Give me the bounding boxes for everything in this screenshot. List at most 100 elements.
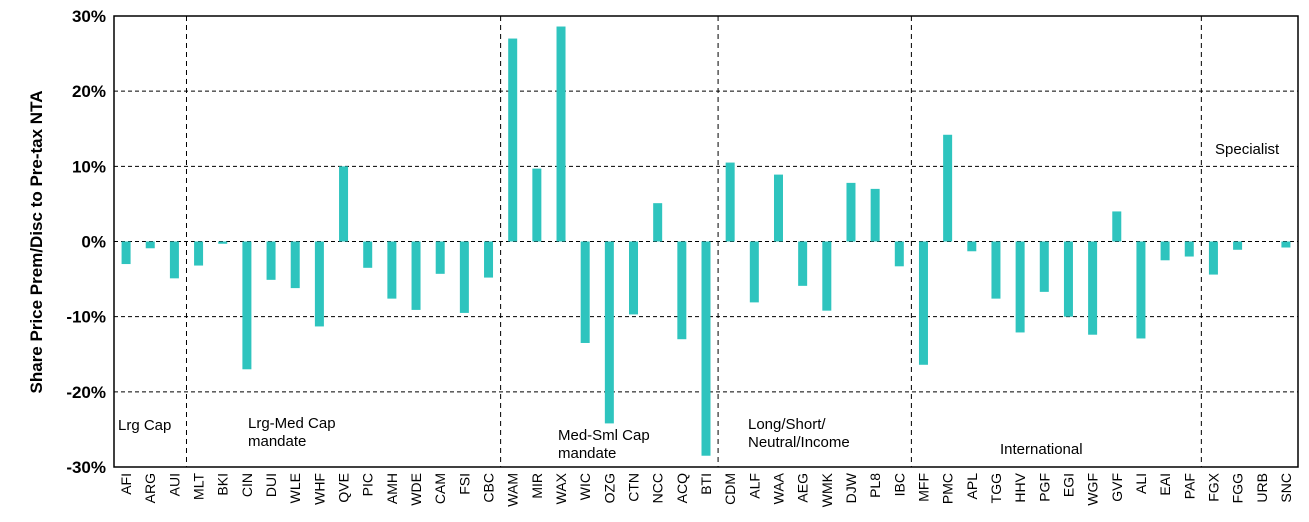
bar-fsi <box>459 241 469 313</box>
y-tick-label: 30% <box>72 7 106 26</box>
bar-wmk <box>822 241 832 311</box>
x-tick-label: EAI <box>1157 473 1173 496</box>
bar-aui <box>169 241 179 279</box>
bar-wax <box>556 26 566 242</box>
x-tick-label: CAM <box>432 473 448 504</box>
group-label: Long/Short/Neutral/Income <box>748 416 850 451</box>
bar-egi <box>1063 241 1073 317</box>
y-tick-label: 20% <box>72 82 106 101</box>
bar-ozg <box>604 241 614 424</box>
bar-dui <box>266 241 276 280</box>
x-tick-label: FGX <box>1205 472 1221 501</box>
bar-wle <box>290 241 300 289</box>
bar-hhv <box>1015 241 1025 333</box>
x-tick-label: WDE <box>408 473 424 506</box>
x-tick-label: ALF <box>746 473 762 499</box>
x-tick-label: WAA <box>770 472 786 504</box>
group-dividers <box>185 16 1202 467</box>
x-tick-label: HHV <box>1012 472 1028 502</box>
bar-ali <box>1136 241 1146 339</box>
bar-bti <box>701 241 711 456</box>
bar-eai <box>1160 241 1170 261</box>
bar-cam <box>435 241 445 274</box>
bar-cdm <box>725 162 735 242</box>
x-tick-label: ACQ <box>674 473 690 503</box>
x-tick-label: AFI <box>118 473 134 495</box>
bar-whf <box>314 241 324 327</box>
x-tick-label: WGF <box>1085 473 1101 506</box>
bar-arg <box>145 241 155 249</box>
bar-fgx <box>1208 241 1218 275</box>
bar-wgf <box>1088 241 1098 335</box>
x-tick-label: BTI <box>698 473 714 495</box>
x-tick-label: WHF <box>311 473 327 505</box>
group-label: Lrg Cap <box>118 417 171 434</box>
x-tick-label: CDM <box>722 473 738 505</box>
bar-acq <box>677 241 687 340</box>
group-label: Lrg-Med Cap mandate <box>248 415 336 450</box>
x-tick-label: WAM <box>505 473 521 507</box>
group-label: International <box>1000 441 1083 458</box>
x-tick-label: QVE <box>336 473 352 503</box>
x-tick-label: PL8 <box>867 473 883 498</box>
x-tick-label: AUI <box>166 473 182 496</box>
x-tick-label: NCC <box>650 473 666 503</box>
bars <box>121 26 1291 456</box>
bar-paf <box>1184 241 1194 257</box>
bar-pgf <box>1039 241 1049 292</box>
bar-mir <box>532 168 542 242</box>
y-tick-label: -30% <box>66 458 106 477</box>
bar-aeg <box>798 241 808 286</box>
x-tick-label: BKI <box>215 473 231 496</box>
x-tick-label: ARG <box>142 473 158 503</box>
bar-wic <box>580 241 590 343</box>
bar-alf <box>749 241 759 303</box>
x-tick-label: GVF <box>1109 473 1125 502</box>
bar-apl <box>967 241 977 252</box>
bar-cin <box>242 241 252 370</box>
x-tick-label: PGF <box>1036 473 1052 502</box>
bar-mff <box>918 241 928 365</box>
bar-afi <box>121 241 131 265</box>
x-tick-label: IBC <box>891 473 907 496</box>
bar-djw <box>846 182 856 242</box>
group-label: Med-Sml Cap mandate <box>558 427 650 462</box>
y-tick-label: 0% <box>81 233 106 252</box>
bar-amh <box>387 241 397 299</box>
x-tick-label: DJW <box>843 472 859 503</box>
x-tick-label: CIN <box>239 473 255 497</box>
x-tick-label: URB <box>1254 473 1270 503</box>
x-tick-label: DUI <box>263 473 279 497</box>
bar-tgg <box>991 241 1001 299</box>
x-tick-label: AMH <box>384 473 400 504</box>
y-tick-labels: 30% 20% 10% 0% -10% -20% -30% <box>66 7 106 477</box>
x-tick-label: OZG <box>601 473 617 503</box>
y-tick-label: 10% <box>72 157 106 176</box>
bar-ctn <box>629 241 639 315</box>
y-tick-label: -20% <box>66 383 106 402</box>
x-tick-label: MIR <box>529 473 545 499</box>
x-tick-label: WIC <box>577 473 593 500</box>
bar-pmc <box>943 134 953 242</box>
x-tick-labels: AFI ARG AUI MLT BKI CIN DUI WLE WHF QVE PIC AMH WDE C… <box>118 472 1294 507</box>
group-labels: Lrg Cap Lrg-Med Cap mandate Med-Sml Cap mand… <box>118 141 1280 462</box>
x-tick-label: APL <box>964 473 980 500</box>
x-tick-label: CBC <box>481 473 497 503</box>
x-tick-label: WLE <box>287 473 303 503</box>
bar-waa <box>773 174 783 242</box>
x-tick-label: EGI <box>1060 473 1076 497</box>
group-label: Specialist <box>1215 141 1280 158</box>
x-tick-label: PMC <box>940 473 956 504</box>
bar-wam <box>508 38 518 242</box>
x-tick-label: ALI <box>1133 473 1149 494</box>
bar-pl8 <box>870 188 880 242</box>
bar-snc <box>1281 241 1291 248</box>
x-tick-label: AEG <box>795 473 811 503</box>
bar-pic <box>363 241 373 268</box>
x-tick-label: SNC <box>1278 473 1294 503</box>
plot-frame <box>113 15 1299 468</box>
bar-fgg <box>1233 241 1243 250</box>
x-tick-label: PAF <box>1181 473 1197 499</box>
x-tick-label: WAX <box>553 472 569 504</box>
